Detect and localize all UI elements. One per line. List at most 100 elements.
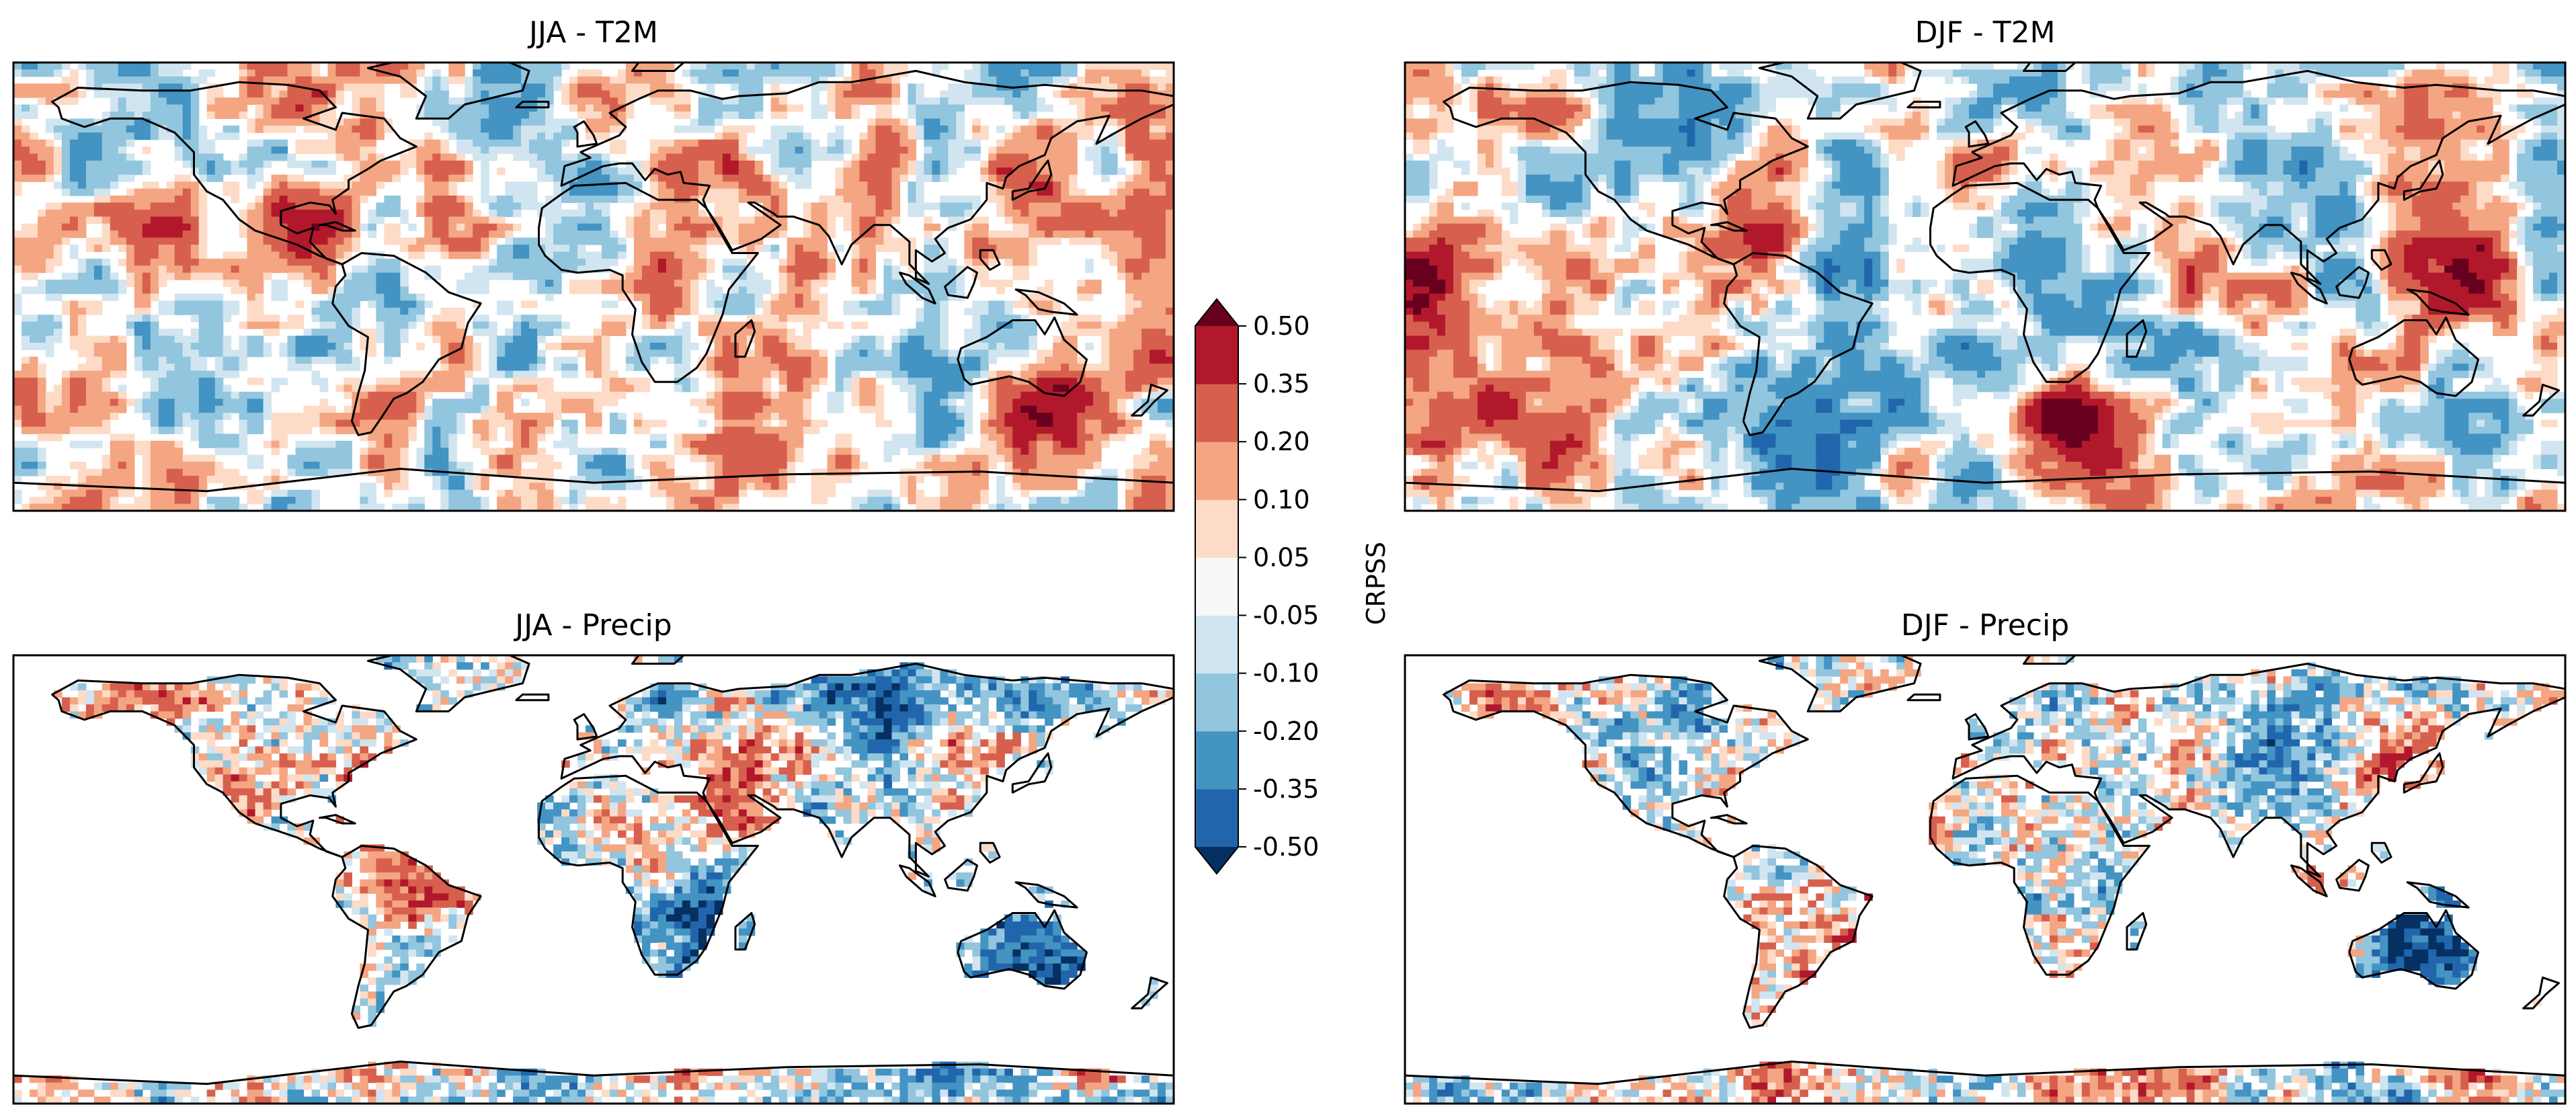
heatmap-cell	[916, 335, 924, 343]
heatmap-cell	[1141, 97, 1150, 106]
heatmap-cell	[206, 329, 216, 336]
heatmap-cell	[843, 160, 852, 168]
heatmap-cell	[690, 76, 699, 84]
heatmap-cell	[126, 69, 135, 77]
heatmap-cell	[263, 112, 272, 119]
heatmap-cell	[1077, 231, 1086, 239]
heatmap-cell	[255, 231, 264, 239]
heatmap-cell	[440, 97, 449, 106]
heatmap-cell	[263, 251, 272, 259]
heatmap-cell	[110, 112, 119, 119]
heatmap-cell	[214, 153, 224, 161]
heatmap-cell	[964, 90, 973, 98]
heatmap-cell	[730, 63, 739, 70]
heatmap-cell	[85, 216, 95, 224]
heatmap-cell	[85, 209, 95, 217]
heatmap-cell	[633, 335, 643, 343]
heatmap-cell	[795, 63, 804, 70]
heatmap-cell	[38, 335, 46, 343]
heatmap-cell	[908, 167, 917, 175]
heatmap-cell	[311, 216, 321, 224]
heatmap-cell	[77, 63, 87, 70]
heatmap-cell	[1004, 307, 1013, 315]
heatmap-cell	[988, 349, 997, 358]
heatmap-cell	[883, 370, 893, 378]
heatmap-cell	[505, 245, 514, 252]
heatmap-cell	[1012, 63, 1021, 70]
heatmap-cell	[1125, 223, 1134, 231]
heatmap-cell	[287, 216, 296, 224]
heatmap-cell	[633, 251, 643, 259]
heatmap-cell	[883, 132, 893, 140]
heatmap-cell	[1037, 209, 1045, 217]
heatmap-cell	[1125, 315, 1134, 323]
heatmap-cell	[851, 223, 860, 231]
heatmap-cell	[1020, 370, 1029, 378]
heatmap-cell	[706, 188, 715, 196]
heatmap-cell	[1093, 167, 1102, 175]
heatmap-cell	[883, 364, 893, 372]
heatmap-cell	[1133, 321, 1142, 329]
heatmap-cell	[335, 181, 344, 190]
heatmap-cell	[1004, 300, 1013, 308]
heatmap-cell	[908, 258, 917, 266]
heatmap-cell	[787, 258, 796, 266]
heatmap-cell	[641, 90, 651, 98]
heatmap-cell	[85, 76, 95, 84]
heatmap-cell	[489, 223, 497, 231]
heatmap-cell	[1141, 153, 1150, 161]
heatmap-cell	[770, 300, 780, 308]
heatmap-cell	[698, 147, 707, 155]
heatmap-cell	[657, 147, 667, 155]
heatmap-cell	[674, 125, 683, 133]
heatmap-cell	[158, 272, 167, 280]
heatmap-cell	[706, 69, 715, 77]
heatmap-cell	[13, 118, 22, 126]
heatmap-cell	[1125, 237, 1134, 245]
heatmap-cell	[924, 104, 932, 112]
heatmap-cell	[206, 315, 216, 323]
heatmap-cell	[360, 160, 368, 168]
heatmap-cell	[360, 293, 368, 301]
heatmap-cell	[883, 147, 893, 155]
heatmap-cell	[1150, 231, 1158, 239]
heatmap-cell	[335, 216, 344, 224]
heatmap-cell	[553, 265, 562, 274]
heatmap-cell	[899, 286, 909, 294]
heatmap-cell	[1101, 251, 1110, 259]
heatmap-cell	[625, 216, 635, 224]
heatmap-cell	[1029, 132, 1037, 140]
heatmap-cell	[190, 202, 200, 210]
heatmap-cell	[1166, 132, 1174, 140]
heatmap-cell	[247, 202, 256, 210]
heatmap-cell	[440, 223, 449, 231]
heatmap-cell	[529, 118, 538, 126]
heatmap-cell	[158, 118, 167, 126]
heatmap-cell	[657, 216, 667, 224]
heatmap-cell	[891, 216, 901, 224]
heatmap-cell	[448, 97, 457, 106]
heatmap-cell	[682, 90, 691, 98]
heatmap-cell	[22, 160, 30, 168]
heatmap-cell	[851, 181, 860, 190]
heatmap-cell	[22, 90, 30, 98]
heatmap-cell	[569, 370, 578, 378]
heatmap-cell	[722, 300, 731, 308]
heatmap-cell	[497, 196, 506, 203]
heatmap-cell	[770, 69, 780, 77]
heatmap-cell	[182, 258, 192, 266]
heatmap-cell	[1037, 76, 1045, 84]
heatmap-cell	[400, 280, 409, 288]
heatmap-cell	[602, 188, 610, 196]
heatmap-cell	[85, 83, 95, 91]
heatmap-cell	[134, 76, 143, 84]
heatmap-cell	[787, 384, 796, 393]
heatmap-cell	[851, 245, 860, 252]
heatmap-cell	[142, 147, 151, 155]
heatmap-cell	[730, 370, 739, 378]
heatmap-cell	[287, 258, 296, 266]
heatmap-cell	[843, 104, 852, 112]
heatmap-cell	[1166, 139, 1174, 147]
heatmap-cell	[883, 160, 893, 168]
heatmap-cell	[352, 231, 360, 239]
